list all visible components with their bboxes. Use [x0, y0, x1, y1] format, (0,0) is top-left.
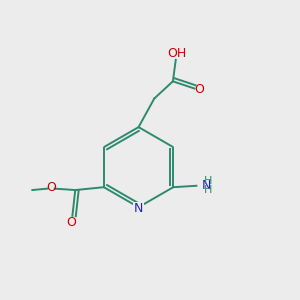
- Text: O: O: [195, 83, 204, 96]
- Text: O: O: [66, 216, 76, 229]
- Text: OH: OH: [168, 47, 187, 60]
- Text: N: N: [202, 179, 211, 192]
- Text: H: H: [203, 185, 212, 195]
- Text: H: H: [203, 176, 212, 186]
- Text: N: N: [134, 202, 143, 215]
- Text: O: O: [46, 181, 56, 194]
